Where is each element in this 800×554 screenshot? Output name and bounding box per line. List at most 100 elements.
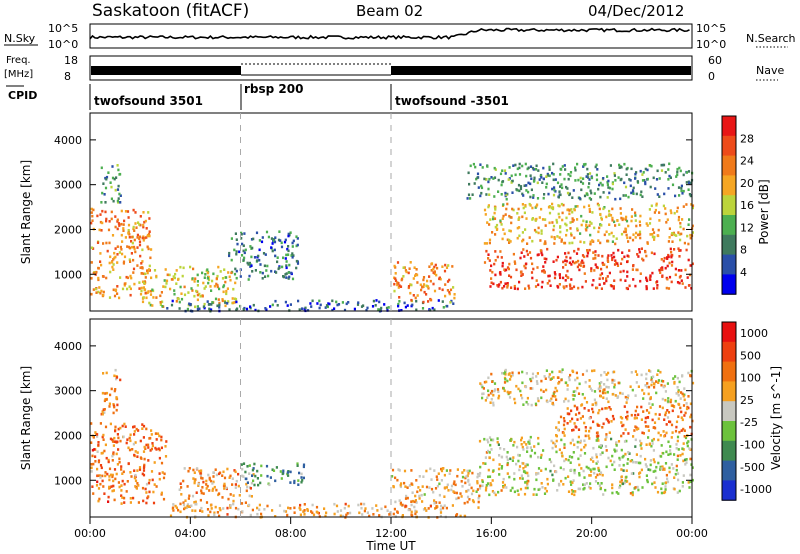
power-echo-marks: [90, 162, 695, 313]
echo-cell-6-416: [492, 438, 495, 442]
echo-cell-3-63: [235, 238, 238, 241]
echo-cell-3-40: [301, 479, 304, 482]
echo-cell-6-194: [594, 253, 597, 257]
echo-cell-6-307: [691, 262, 694, 266]
echo-cell-6-153: [605, 279, 608, 283]
echo-cell-5-1: [441, 265, 444, 268]
echo-cell-8-113: [677, 394, 680, 397]
colorbar-swatch-8: [722, 480, 736, 501]
echo-cell-3-49: [281, 472, 284, 476]
y-tick-label-3: 4000: [54, 134, 82, 147]
echo-cell-0-213: [118, 460, 121, 464]
echo-cell-7-68: [611, 414, 615, 418]
echo-cell-6-451: [660, 467, 663, 470]
echo-cell-4-123: [410, 513, 413, 517]
echo-cell-7-283: [550, 235, 553, 239]
echo-cell-8-294: [503, 372, 506, 375]
echo-cell-2-0: [148, 301, 151, 305]
echo-cell-1-29: [117, 168, 120, 172]
echo-cell-0-52: [118, 224, 121, 227]
echo-cell-7-10: [605, 433, 608, 436]
echo-cell-8-91: [542, 390, 545, 393]
echo-cell-8-228: [593, 390, 597, 393]
echo-cell-8-218: [508, 396, 512, 399]
colorbar-tick-2: 12: [740, 221, 754, 234]
echo-cell-0-44: [143, 457, 146, 461]
echo-cell-2-51: [212, 475, 215, 478]
echo-cell-0-195: [145, 236, 148, 239]
echo-cell-6-323: [592, 446, 595, 450]
echo-cell-5-80: [423, 493, 426, 496]
echo-cell-0-99: [136, 455, 139, 458]
echo-cell-0-87: [92, 492, 95, 495]
echo-cell-7-98: [642, 432, 645, 435]
echo-cell-4-5: [372, 299, 375, 303]
echo-cell-7-178: [585, 220, 588, 223]
echo-cell-3-8: [293, 481, 296, 485]
echo-cell-0-187: [129, 293, 132, 297]
echo-cell-6-91: [648, 276, 651, 280]
echo-cell-6-243: [554, 445, 557, 448]
echo-cell-7-59: [670, 423, 674, 427]
echo-cell-4-60: [252, 303, 255, 307]
echo-cell-7-13: [663, 418, 666, 421]
echo-cell-6-40: [590, 269, 593, 273]
echo-cell-8-293: [525, 184, 528, 187]
echo-cell-6-331: [599, 273, 602, 277]
echo-cell-2-83: [175, 282, 178, 285]
echo-cell-4-79: [344, 502, 347, 506]
echo-cell-7-43: [627, 224, 630, 228]
echo-cell-8-143: [673, 382, 676, 385]
echo-cell-4-25: [347, 301, 350, 304]
echo-cell-6-313: [646, 480, 649, 484]
echo-cell-4-157: [283, 509, 286, 513]
echo-cell-6-184: [612, 251, 615, 255]
echo-cell-0-131: [142, 424, 146, 428]
echo-cell-8-207: [655, 391, 658, 395]
echo-cell-6-272: [628, 249, 631, 252]
echo-cell-0-12: [160, 446, 163, 450]
echo-cell-8-280: [681, 392, 684, 396]
echo-cell-8-163: [549, 399, 552, 402]
echo-cell-4-75: [293, 506, 296, 510]
echo-cell-4-122: [452, 302, 455, 305]
echo-cell-0-118: [110, 485, 113, 488]
echo-cell-3-78: [276, 256, 279, 259]
echo-cell-7-97: [622, 432, 625, 435]
echo-cell-0-141: [123, 422, 126, 426]
echo-cell-0-121: [134, 450, 137, 453]
echo-cell-8-30: [639, 169, 642, 173]
echo-cell-3-107: [291, 245, 294, 248]
echo-cell-6-80: [636, 485, 639, 489]
echo-cell-6-397: [661, 465, 664, 468]
echo-cell-0-140: [127, 232, 130, 235]
echo-cell-6-200: [600, 272, 604, 275]
echo-cell-0-71: [130, 252, 133, 255]
echo-cell-6-122: [563, 443, 566, 446]
echo-cell-6-205: [637, 488, 640, 492]
echo-cell-0-17: [96, 214, 99, 218]
echo-cell-3-28: [262, 252, 266, 255]
echo-cell-1-21: [104, 186, 108, 190]
velocity-colorbar-label: Velocity [m s^-1]: [769, 366, 783, 470]
echo-cell-3-51: [296, 464, 299, 467]
echo-cell-6-318: [645, 276, 648, 280]
echo-cell-6-334: [623, 255, 626, 259]
echo-cell-7-95: [620, 216, 623, 220]
echo-cell-3-91: [290, 271, 293, 275]
echo-cell-8-11: [511, 373, 514, 377]
echo-cell-7-18: [573, 422, 576, 425]
echo-cell-8-270: [614, 394, 617, 397]
echo-cell-4-116: [374, 304, 377, 307]
echo-cell-1-12: [105, 175, 109, 179]
echo-cell-8-20: [630, 371, 633, 374]
echo-cell-8-249: [574, 168, 577, 172]
echo-cell-5-84: [468, 469, 471, 473]
echo-cell-8-251: [561, 186, 564, 190]
echo-cell-0-70: [155, 485, 158, 488]
echo-cell-6-180: [619, 262, 623, 265]
echo-cell-7-131: [608, 431, 611, 434]
echo-cell-3-79: [264, 275, 267, 278]
echo-cell-8-297: [525, 189, 528, 192]
